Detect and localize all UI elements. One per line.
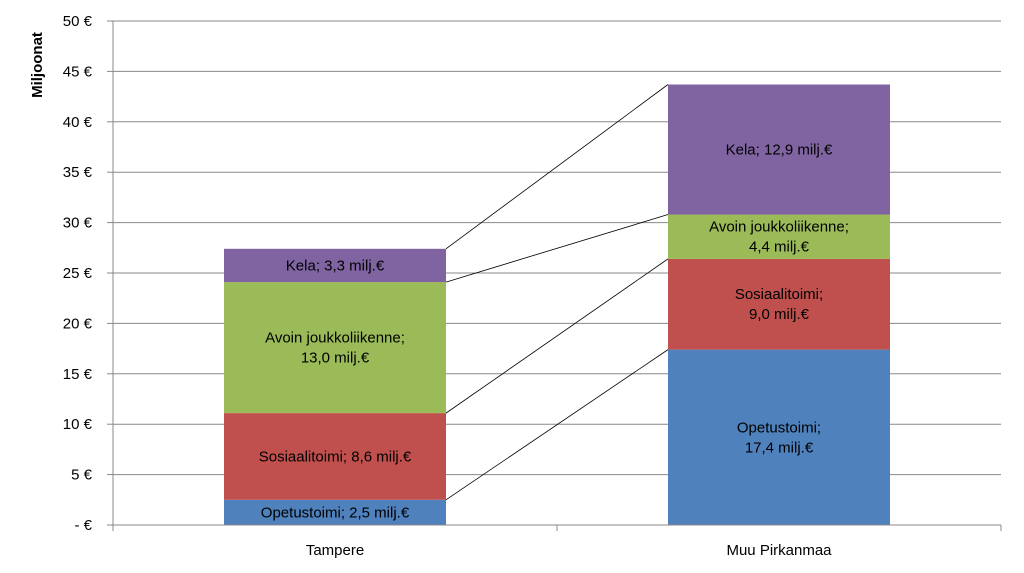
bar-segment: [668, 214, 890, 259]
data-label: Opetustoimi; 2,5 milj.€: [261, 504, 410, 521]
data-label: 9,0 milj.€: [749, 306, 810, 323]
y-tick-label: 45 €: [63, 63, 93, 80]
data-label: 13,0 milj.€: [301, 350, 370, 367]
series-connector-line: [445, 84, 669, 250]
series-connector-line: [445, 349, 669, 501]
y-tick-label: 25 €: [63, 265, 93, 282]
bar-segment: [224, 248, 446, 283]
bar-segment: [668, 258, 890, 350]
axes: - € 5 € 10 € 15 € 20 € 25 € 30 € 35 € 40 € 45 € 50…: [63, 13, 1002, 559]
y-tick-label: - €: [74, 517, 92, 534]
y-tick-label: 30 €: [63, 215, 93, 232]
y-tick-label: 10 €: [63, 416, 93, 433]
x-tick-label: Tampere: [306, 542, 364, 559]
y-tick-label: 15 €: [63, 366, 93, 383]
y-tick-label: 5 €: [71, 467, 93, 484]
data-label: Avoin joukkoliikenne;: [709, 219, 849, 236]
bar-segment: [224, 499, 446, 525]
bar-segment: [224, 282, 446, 414]
series-connector-line: [445, 214, 669, 283]
series-connector-lines: [445, 84, 669, 501]
x-tick-label: Muu Pirkanmaa: [726, 542, 832, 559]
data-label: Opetustoimi;: [737, 419, 821, 436]
data-label: Kela; 12,9 milj.€: [726, 142, 833, 159]
y-tick-label: 20 €: [63, 315, 93, 332]
data-label: Avoin joukkoliikenne;: [265, 330, 405, 347]
y-tick-label: 35 €: [63, 164, 93, 181]
data-label: 17,4 milj.€: [745, 439, 814, 456]
bar-segment: [668, 84, 890, 215]
y-tick-label: 50 €: [63, 13, 93, 30]
bar-segment: [668, 349, 890, 525]
data-label: Sosiaalitoimi;: [735, 286, 823, 303]
series-connector-line: [445, 258, 669, 414]
y-axis-title: Miljoonat: [29, 32, 46, 98]
bars: Opetustoimi; 2,5 milj.€ Sosiaalitoimi; 8,…: [224, 84, 890, 525]
y-tick-label: 40 €: [63, 114, 93, 131]
data-label: Sosiaalitoimi; 8,6 milj.€: [259, 448, 412, 465]
data-label: Kela; 3,3 milj.€: [286, 257, 385, 274]
data-label: 4,4 milj.€: [749, 239, 810, 256]
bar-segment: [224, 413, 446, 500]
